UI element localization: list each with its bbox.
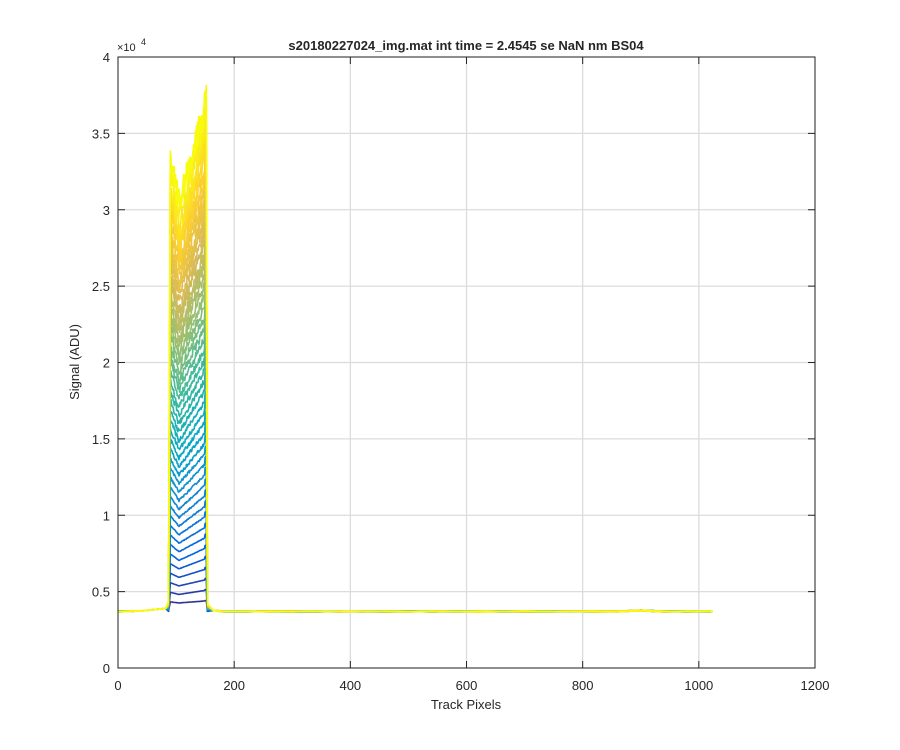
- y-ticks: 0 0.5 1 1.5 2 2.5 3 3.5 4: [92, 50, 815, 676]
- exponent-power: 4: [141, 37, 146, 47]
- y-tick-label: 3.5: [92, 126, 110, 141]
- x-ticks: 0 200 400 600 800 1000 1200: [114, 57, 829, 693]
- y-tick-label: 1.5: [92, 432, 110, 447]
- exponent-base: ×10: [117, 42, 136, 54]
- x-tick-label: 1000: [684, 678, 713, 693]
- x-tick-label: 600: [456, 678, 478, 693]
- y-tick-label: 2: [103, 356, 110, 371]
- chart-title: s20180227024_img.mat int time = 2.4545 s…: [288, 38, 644, 53]
- x-axis-label: Track Pixels: [431, 697, 502, 712]
- y-tick-label: 0: [103, 661, 110, 676]
- x-tick-label: 200: [223, 678, 245, 693]
- x-tick-label: 400: [339, 678, 361, 693]
- y-tick-label: 4: [103, 50, 110, 65]
- signal-trace: [117, 90, 713, 613]
- signal-traces: [117, 84, 713, 613]
- y-tick-label: 1: [103, 508, 110, 523]
- y-tick-label: 0.5: [92, 585, 110, 600]
- x-tick-label: 1200: [801, 678, 830, 693]
- x-tick-label: 800: [572, 678, 594, 693]
- y-exponent-label: ×10 4: [117, 37, 146, 54]
- x-tick-label: 0: [114, 678, 121, 693]
- y-tick-label: 3: [103, 203, 110, 218]
- y-axis-label: Signal (ADU): [67, 324, 82, 400]
- y-tick-label: 2.5: [92, 279, 110, 294]
